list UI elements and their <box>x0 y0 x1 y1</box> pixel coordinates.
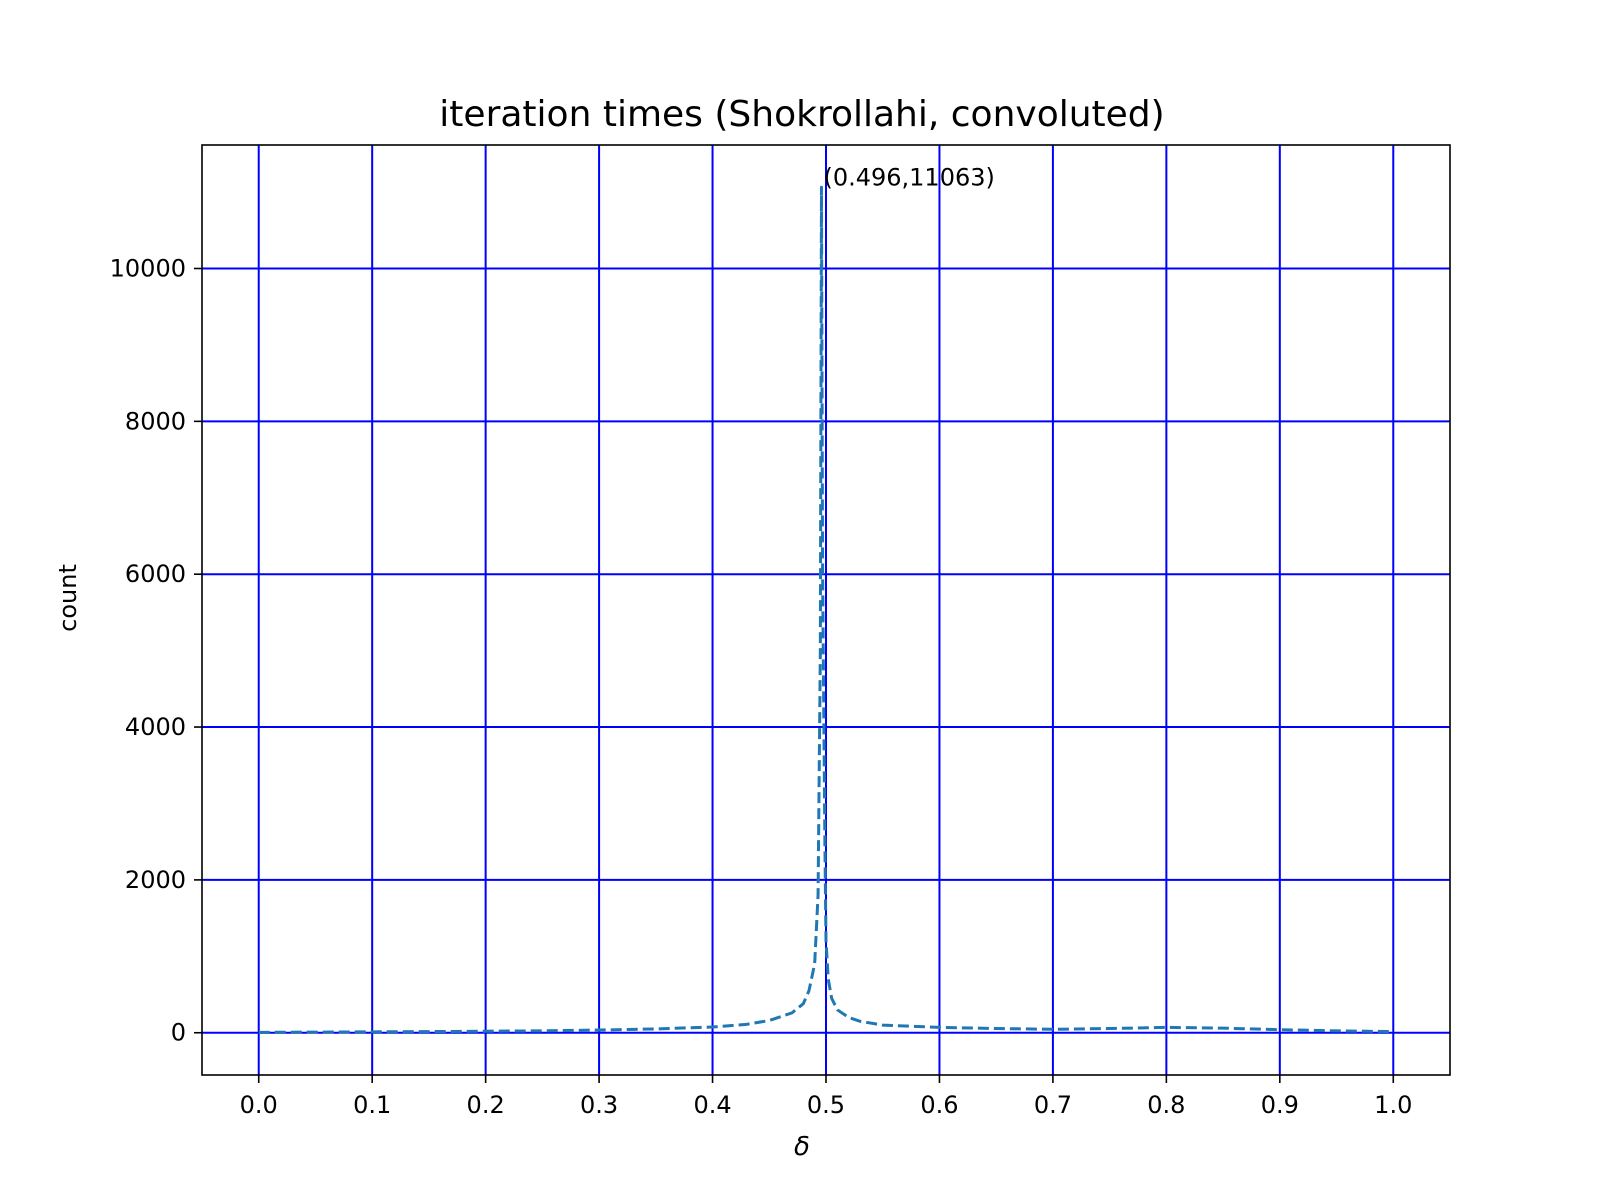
x-tick-label: 0.8 <box>1147 1091 1185 1119</box>
x-tick-label: 0.6 <box>920 1091 958 1119</box>
y-tick-label: 4000 <box>125 713 186 741</box>
y-tick-label: 2000 <box>125 866 186 894</box>
series-layer <box>258 185 1394 1034</box>
x-tick-label: 0.3 <box>580 1091 618 1119</box>
x-tick-label: 0.0 <box>240 1091 278 1119</box>
y-axis-label: count <box>54 564 82 632</box>
y-tick-label: 8000 <box>125 407 186 435</box>
series-line <box>258 185 1394 1034</box>
axis-ticks: 0.0 0.1 0.2 0.3 0.4 0.5 0.6 0.7 0.8 0.9 1.0 0 2000 40… <box>110 255 1413 1119</box>
y-tick-label: 10000 <box>110 255 186 283</box>
x-tick-label: 1.0 <box>1374 1091 1412 1119</box>
x-tick-label: 0.9 <box>1261 1091 1299 1119</box>
x-tick-label: 0.7 <box>1034 1091 1072 1119</box>
x-axis-label: δ <box>794 1132 810 1162</box>
chart-title: iteration times (Shokrollahi, convoluted… <box>439 94 1164 135</box>
x-tick-label: 0.4 <box>693 1091 731 1119</box>
annotations: (0.496,11063) <box>823 163 994 191</box>
x-tick-label: 0.1 <box>353 1091 391 1119</box>
x-tick-label: 0.2 <box>467 1091 505 1119</box>
y-tick-label: 6000 <box>125 560 186 588</box>
peak-annotation: (0.496,11063) <box>823 163 994 191</box>
y-tick-label: 0 <box>171 1019 186 1047</box>
x-tick-label: 0.5 <box>807 1091 845 1119</box>
